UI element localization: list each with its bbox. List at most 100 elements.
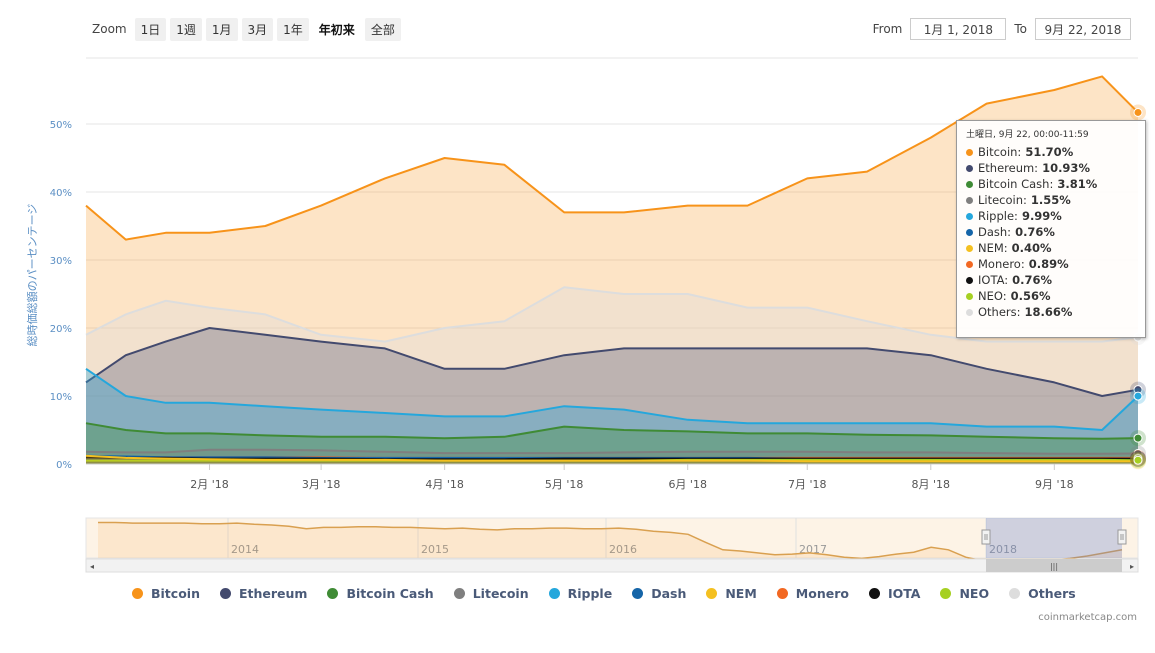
navigator-year-label: 2016 bbox=[609, 543, 637, 556]
area-ripple bbox=[86, 368, 1138, 464]
tooltip-row-nem: NEM: 0.40% bbox=[966, 240, 1136, 256]
chart-tooltip: 土曜日, 9月 22, 00:00-11:59 Bitcoin: 51.70% Et… bbox=[956, 120, 1146, 338]
y-tick-label: 40% bbox=[50, 188, 72, 199]
tooltip-series-name: NEO: bbox=[978, 289, 1007, 303]
legend-item-monero[interactable]: Monero bbox=[776, 586, 849, 601]
end-marker-bitcoin-cash bbox=[1133, 433, 1143, 443]
y-axis-title: 総時価総額のパーセンテージ bbox=[25, 204, 39, 347]
tooltip-series-value: 18.66% bbox=[1024, 305, 1073, 319]
to-date-input[interactable] bbox=[1035, 18, 1131, 40]
tooltip-dot-icon bbox=[966, 180, 973, 188]
legend-dot-icon bbox=[868, 588, 880, 599]
legend-label: Others bbox=[1028, 586, 1076, 601]
line-others[interactable] bbox=[85, 286, 1139, 343]
legend-label: IOTA bbox=[887, 586, 921, 601]
tooltip-series-name: Dash: bbox=[978, 225, 1012, 239]
y-tick-label: 30% bbox=[50, 256, 72, 267]
tooltip-dot-icon bbox=[966, 244, 973, 252]
line-bitcoin[interactable] bbox=[85, 75, 1139, 241]
legend-item-nem[interactable]: NEM bbox=[706, 586, 757, 601]
x-axis-labels: 2月 '18 3月 '18 4月 '18 5月 '18 6月 '18 7月 '18 8月 '… bbox=[86, 463, 1138, 491]
legend-label: NEO bbox=[959, 586, 990, 601]
tooltip-row-others: Others: 18.66% bbox=[966, 304, 1136, 320]
zoom-3m-button[interactable]: 3月 bbox=[241, 17, 274, 41]
navigator-scrollbar-thumb[interactable] bbox=[986, 559, 1122, 572]
line-ripple[interactable] bbox=[85, 367, 1139, 431]
line-litecoin[interactable] bbox=[85, 448, 1139, 455]
credit-link[interactable]: coinmarketcap.com bbox=[1038, 612, 1137, 623]
line-bitcoin-cash[interactable] bbox=[85, 422, 1139, 440]
legend-dot-icon bbox=[219, 588, 231, 599]
legend-item-ethereum[interactable]: Ethereum bbox=[219, 586, 307, 601]
x-tick-label: 5月 '18 bbox=[545, 478, 584, 491]
line-ethereum[interactable] bbox=[85, 327, 1139, 397]
end-marker-bitcoin bbox=[1133, 107, 1143, 117]
legend-item-others[interactable]: Others bbox=[1009, 586, 1076, 601]
x-tick-label: 8月 '18 bbox=[912, 478, 951, 491]
legend-dot-icon bbox=[776, 588, 788, 599]
tooltip-dot-icon bbox=[966, 212, 973, 220]
legend-dot-icon bbox=[940, 588, 952, 599]
tooltip-row-litecoin: Litecoin: 1.55% bbox=[966, 192, 1136, 208]
legend-dot-icon bbox=[706, 588, 718, 599]
legend-item-neo[interactable]: NEO bbox=[940, 586, 989, 601]
navigator-selection[interactable] bbox=[986, 518, 1122, 558]
navigator-left-handle[interactable] bbox=[981, 529, 991, 545]
scroll-right-icon[interactable]: ▸ bbox=[1130, 562, 1134, 571]
zoom-1y-button[interactable]: 1年 bbox=[277, 17, 309, 41]
zoom-1m-button[interactable]: 1月 bbox=[205, 17, 238, 41]
legend-dot-icon bbox=[632, 588, 644, 599]
tooltip-dot-icon bbox=[966, 292, 973, 300]
from-label: From bbox=[872, 22, 903, 36]
legend-item-ripple[interactable]: Ripple bbox=[548, 586, 612, 601]
navigator-line bbox=[98, 521, 1123, 563]
y-axis-labels: 0% 10% 20% 30% 40% 50% bbox=[50, 120, 72, 471]
tooltip-series-value: 9.99% bbox=[1021, 209, 1062, 223]
chart-legend: Bitcoin Ethereum Bitcoin Cash Litecoin Rippl… bbox=[132, 586, 1096, 601]
series-areas bbox=[85, 75, 1139, 465]
area-ethereum bbox=[86, 328, 1138, 464]
y-tick-label: 10% bbox=[50, 392, 72, 403]
tooltip-row-ripple: Ripple: 9.99% bbox=[966, 208, 1136, 224]
line-nem[interactable] bbox=[85, 454, 1138, 463]
tooltip-series-name: Bitcoin Cash: bbox=[978, 177, 1054, 191]
zoom-1w-button[interactable]: 1週 bbox=[170, 17, 202, 41]
tooltip-series-name: Ethereum: bbox=[978, 161, 1039, 175]
tooltip-series-name: NEM: bbox=[978, 241, 1008, 255]
tooltip-series-value: 3.81% bbox=[1057, 177, 1098, 191]
navigator-scrollbar-track[interactable] bbox=[85, 558, 1139, 573]
from-date-input[interactable] bbox=[910, 18, 1007, 40]
legend-item-dash[interactable]: Dash bbox=[632, 586, 686, 601]
tooltip-dot-icon bbox=[966, 228, 973, 236]
tooltip-dot-icon bbox=[966, 164, 973, 172]
tooltip-series-name: Others: bbox=[978, 305, 1021, 319]
navigator-right-handle[interactable] bbox=[1117, 529, 1127, 545]
scroll-left-icon[interactable]: ◂ bbox=[90, 562, 94, 571]
date-range: From To bbox=[873, 18, 1131, 40]
legend-item-bitcoin[interactable]: Bitcoin bbox=[132, 586, 200, 601]
y-axis-title-box: 総時価総額のパーセンテージ bbox=[22, 200, 42, 350]
to-label: To bbox=[1014, 22, 1027, 36]
legend-item-iota[interactable]: IOTA bbox=[868, 586, 921, 601]
tooltip-series-name: IOTA: bbox=[978, 273, 1009, 287]
legend-dot-icon bbox=[327, 588, 339, 599]
x-tick-label: 9月 '18 bbox=[1035, 478, 1074, 491]
tooltip-series-value: 0.89% bbox=[1028, 257, 1069, 271]
navigator[interactable]: 2014 2015 2016 2017 2018◂ ▸||| bbox=[85, 517, 1139, 573]
navigator-year-label: 2014 bbox=[231, 543, 259, 556]
zoom-all-button[interactable]: 全部 bbox=[364, 17, 401, 41]
legend-label: Monero bbox=[795, 586, 849, 601]
zoom-1d-button[interactable]: 1日 bbox=[134, 17, 167, 41]
zoom-ytd-button[interactable]: 年初来 bbox=[312, 17, 361, 41]
tooltip-dot-icon bbox=[966, 148, 973, 156]
tooltip-series-value: 10.93% bbox=[1042, 161, 1090, 175]
legend-item-bitcoin-cash[interactable]: Bitcoin Cash bbox=[327, 586, 434, 601]
legend-dot-icon bbox=[132, 588, 143, 599]
tooltip-series-name: Ripple: bbox=[978, 209, 1018, 223]
scroll-grip-icon: ||| bbox=[1050, 562, 1058, 571]
legend-item-litecoin[interactable]: Litecoin bbox=[453, 586, 529, 601]
x-tick-label: 2月 '18 bbox=[190, 478, 229, 491]
y-tick-label: 50% bbox=[50, 120, 72, 131]
area-others bbox=[86, 287, 1138, 464]
